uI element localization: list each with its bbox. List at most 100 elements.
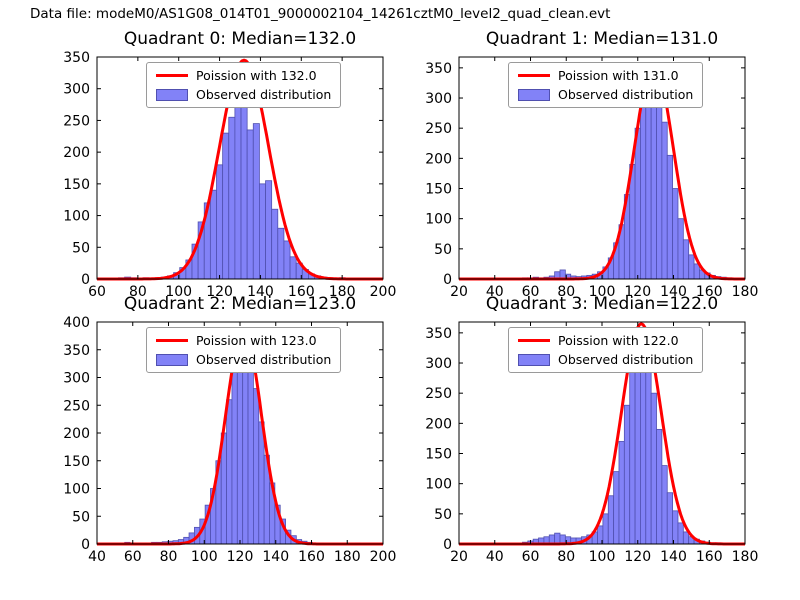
subplot-quadrant-1: 20 40 60 80 100 120 140 160 180 0 50 100 150 200 250 30… <box>404 29 764 304</box>
x-tick-label: 120 <box>624 549 651 565</box>
x-tick-label: 60 <box>124 549 142 565</box>
x-tick-label: 200 <box>370 549 397 565</box>
x-tick-label: 60 <box>88 284 106 300</box>
histogram-swatch <box>156 88 188 101</box>
legend-item-poisson: Poission with 131.0 <box>518 68 693 83</box>
legend-label-observed: Observed distribution <box>558 87 694 102</box>
y-tick-label: 150 <box>63 454 90 470</box>
y-tick-label: 200 <box>63 426 90 442</box>
histogram-bar <box>656 91 663 280</box>
legend-quadrant-3: Poission with 122.0 Observed distributio… <box>508 327 704 373</box>
legend-label-observed: Observed distribution <box>558 352 694 367</box>
histogram-bar <box>629 368 636 545</box>
y-tick-label: 250 <box>425 121 452 137</box>
x-tick-label: 180 <box>732 549 759 565</box>
subplot-title-quadrant-3: Quadrant 3: Median=122.0 <box>485 294 719 314</box>
axes-quadrant-0: 60 80 100 120 140 160 180 200 0 50 100 150 200 250 300… <box>63 50 396 300</box>
y-tick-label: 400 <box>63 315 90 331</box>
histogram-bar <box>677 218 684 280</box>
y-tick-label: 300 <box>425 91 452 107</box>
subplot-title-quadrant-1: Quadrant 1: Median=131.0 <box>485 29 719 49</box>
poisson-line-swatch <box>156 74 188 77</box>
y-tick-label: 250 <box>63 398 90 414</box>
legend-label-poisson: Poission with 132.0 <box>196 68 317 83</box>
x-tick-label: 40 <box>88 549 106 565</box>
x-tick-label: 80 <box>557 549 575 565</box>
legend-item-observed: Observed distribution <box>518 87 693 102</box>
x-tick-label: 60 <box>522 284 540 300</box>
x-tick-label: 80 <box>160 549 178 565</box>
x-tick-label: 40 <box>486 284 504 300</box>
x-tick-label: 100 <box>191 549 218 565</box>
histogram-bar <box>265 180 273 280</box>
histogram-bar <box>640 344 647 545</box>
poisson-line-swatch <box>518 74 550 77</box>
y-tick-label: 50 <box>72 509 90 525</box>
y-tick-label: 50 <box>434 507 452 523</box>
histogram-bar <box>672 188 679 280</box>
y-tick-label: 50 <box>72 240 90 256</box>
x-tick-label: 180 <box>732 284 759 300</box>
y-tick-label: 350 <box>425 61 452 77</box>
legend-item-observed: Observed distribution <box>518 352 693 367</box>
y-tick-label: 300 <box>425 356 452 372</box>
x-tick-label: 120 <box>624 284 651 300</box>
histogram-bar <box>242 346 249 545</box>
y-tick-label: 100 <box>425 477 452 493</box>
histogram-swatch <box>518 353 550 366</box>
histogram-bar <box>277 227 285 280</box>
histogram-bar <box>216 164 224 280</box>
subplot-quadrant-2: 40 60 80 100 120 140 160 180 200 0 50 100 150 200 250 3… <box>42 294 402 569</box>
x-tick-label: 140 <box>262 549 289 565</box>
histogram-bar <box>258 421 265 545</box>
legend-label-observed: Observed distribution <box>196 87 332 102</box>
legend-quadrant-0: Poission with 132.0 Observed distributio… <box>146 62 342 108</box>
histogram-bar <box>666 492 673 545</box>
y-tick-label: 300 <box>63 82 90 98</box>
y-tick-label: 350 <box>63 50 90 66</box>
axes-quadrant-2: 40 60 80 100 120 140 160 180 200 0 50 100 150 200 250 3… <box>63 315 397 565</box>
x-tick-label: 140 <box>247 284 274 300</box>
x-tick-label: 160 <box>298 549 325 565</box>
x-tick-label: 80 <box>557 284 575 300</box>
legend-item-poisson: Poission with 132.0 <box>156 68 331 83</box>
y-tick-label: 150 <box>63 177 90 193</box>
histogram-bar <box>209 189 217 280</box>
x-tick-label: 20 <box>450 549 468 565</box>
histogram-bar <box>693 263 700 280</box>
y-tick-label: 100 <box>425 212 452 228</box>
x-tick-label: 180 <box>329 284 356 300</box>
x-tick-label: 120 <box>206 284 233 300</box>
histogram-bar <box>247 360 254 545</box>
subplot-title-quadrant-2: Quadrant 2: Median=123.0 <box>123 294 357 314</box>
y-tick-label: 0 <box>81 272 90 288</box>
histogram-bar <box>661 465 668 545</box>
x-tick-label: 120 <box>227 549 254 565</box>
histogram-swatch <box>156 353 188 366</box>
histogram-bar <box>228 116 236 280</box>
subplot-title-quadrant-0: Quadrant 0: Median=132.0 <box>123 29 357 49</box>
histogram-bar <box>271 208 279 280</box>
x-tick-label: 180 <box>334 549 361 565</box>
x-tick-label: 100 <box>589 549 616 565</box>
axes-quadrant-3: 20 40 60 80 100 120 140 160 180 0 50 100 150 200 250 30… <box>425 321 759 565</box>
y-tick-label: 0 <box>443 272 452 288</box>
x-tick-label: 140 <box>660 284 687 300</box>
y-tick-label: 200 <box>63 145 90 161</box>
x-tick-label: 140 <box>660 549 687 565</box>
y-tick-label: 100 <box>63 209 90 225</box>
histogram-bar <box>226 399 233 545</box>
histogram-bar <box>682 239 690 280</box>
histogram-bar <box>661 121 668 280</box>
y-tick-label: 150 <box>425 447 452 463</box>
histogram-bar <box>252 123 260 280</box>
histogram-bar <box>682 531 690 545</box>
histogram-bar <box>253 388 260 545</box>
histogram-bar <box>650 392 657 545</box>
legend-label-poisson: Poission with 123.0 <box>196 333 317 348</box>
histogram-bar <box>289 256 297 280</box>
x-tick-label: 100 <box>589 284 616 300</box>
x-tick-label: 160 <box>288 284 315 300</box>
histogram-bar <box>231 371 238 545</box>
